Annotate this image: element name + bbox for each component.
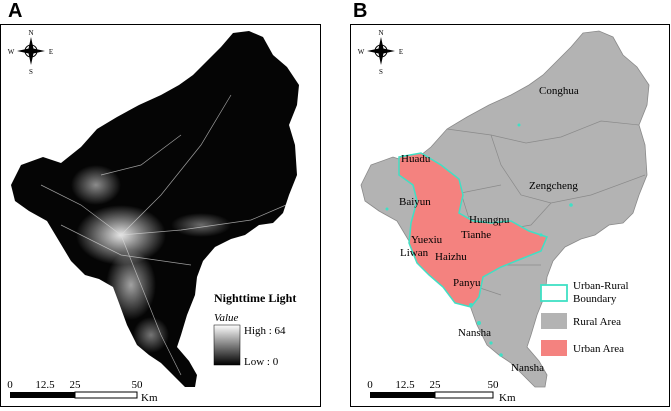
- panel-a-map: N S E W Nighttime Light Value High : 64 …: [7, 29, 299, 404]
- scale-tick-3: 50: [132, 379, 144, 391]
- district-label: Huadu: [401, 153, 431, 165]
- legend-boundary-label-1: Urban-Rural: [573, 280, 629, 292]
- district-label: Panyu: [453, 277, 481, 289]
- scale-tick-1: 12.5: [35, 379, 55, 391]
- legend-boundary-swatch: [540, 284, 568, 302]
- scale-tick-0: 0: [367, 379, 373, 391]
- panel-b-letter: B: [353, 0, 368, 22]
- district-label: Liwan: [400, 247, 429, 259]
- scale-tick-1: 12.5: [395, 379, 415, 391]
- legend-boundary-label-2: Boundary: [573, 293, 617, 305]
- compass-s: S: [379, 68, 383, 76]
- compass-w: W: [8, 48, 15, 56]
- scale-tick-3: 50: [488, 379, 500, 391]
- compass-rose-icon: N S E W: [358, 29, 403, 76]
- scale-unit: Km: [499, 392, 516, 404]
- legend-rural-label: Rural Area: [573, 316, 621, 328]
- district-label: Nansha: [511, 362, 544, 374]
- scale-tick-2: 25: [70, 379, 82, 391]
- district-label: Nansha: [458, 327, 491, 339]
- guangzhou-nightlight-region: [11, 31, 299, 387]
- rural-area-region: [360, 30, 650, 388]
- panel-b-frame: Conghua Huadu Zengcheng Baiyun Huangpu T…: [350, 24, 670, 407]
- compass-n: N: [28, 29, 33, 37]
- urban-area-region: [398, 152, 549, 308]
- district-label: Conghua: [539, 85, 579, 97]
- scale-tick-2: 25: [430, 379, 442, 391]
- district-label: Huangpu: [469, 214, 510, 226]
- legend-high-label: High : 64: [244, 325, 286, 337]
- compass-rose-icon: N S E W: [8, 29, 53, 76]
- panel-b-map: Conghua Huadu Zengcheng Baiyun Huangpu T…: [358, 29, 650, 404]
- scale-bar: 0 12.5 25 50 Km: [367, 379, 516, 404]
- district-label: Yuexiu: [411, 234, 443, 246]
- panel-a-letter: A: [8, 0, 23, 22]
- compass-n: N: [378, 29, 383, 37]
- legend-rural-swatch: [541, 313, 567, 329]
- legend-title: Nighttime Light: [214, 291, 296, 305]
- district-label: Haizhu: [435, 251, 467, 263]
- scale-unit: Km: [141, 392, 158, 404]
- scale-bar: 0 12.5 25 50 Km: [7, 379, 158, 404]
- legend-value-label: Value: [214, 312, 239, 324]
- urban-glow-nansha: [133, 317, 169, 353]
- compass-w: W: [358, 48, 365, 56]
- legend: Urban-Rural Boundary Rural Area Urban Ar…: [540, 280, 629, 356]
- legend-urban-swatch: [541, 340, 567, 356]
- legend-urban-label: Urban Area: [573, 343, 624, 355]
- compass-e: E: [49, 48, 53, 56]
- legend-gradient-bar: [213, 324, 241, 366]
- district-label: Baiyun: [399, 196, 431, 208]
- urban-glow-east: [171, 213, 231, 237]
- panel-a-frame: N S E W Nighttime Light Value High : 64 …: [0, 24, 321, 407]
- compass-s: S: [29, 68, 33, 76]
- scale-tick-0: 0: [7, 379, 13, 391]
- road-network: [40, 94, 287, 376]
- legend-low-label: Low : 0: [244, 356, 279, 368]
- urban-glow-north: [71, 165, 121, 205]
- urban-glow-south: [106, 250, 156, 320]
- district-labels: Conghua Huadu Zengcheng Baiyun Huangpu T…: [399, 85, 579, 374]
- compass-e: E: [399, 48, 403, 56]
- district-label: Zengcheng: [529, 180, 578, 192]
- boundary-fragments: [385, 123, 573, 357]
- district-label: Tianhe: [461, 229, 491, 241]
